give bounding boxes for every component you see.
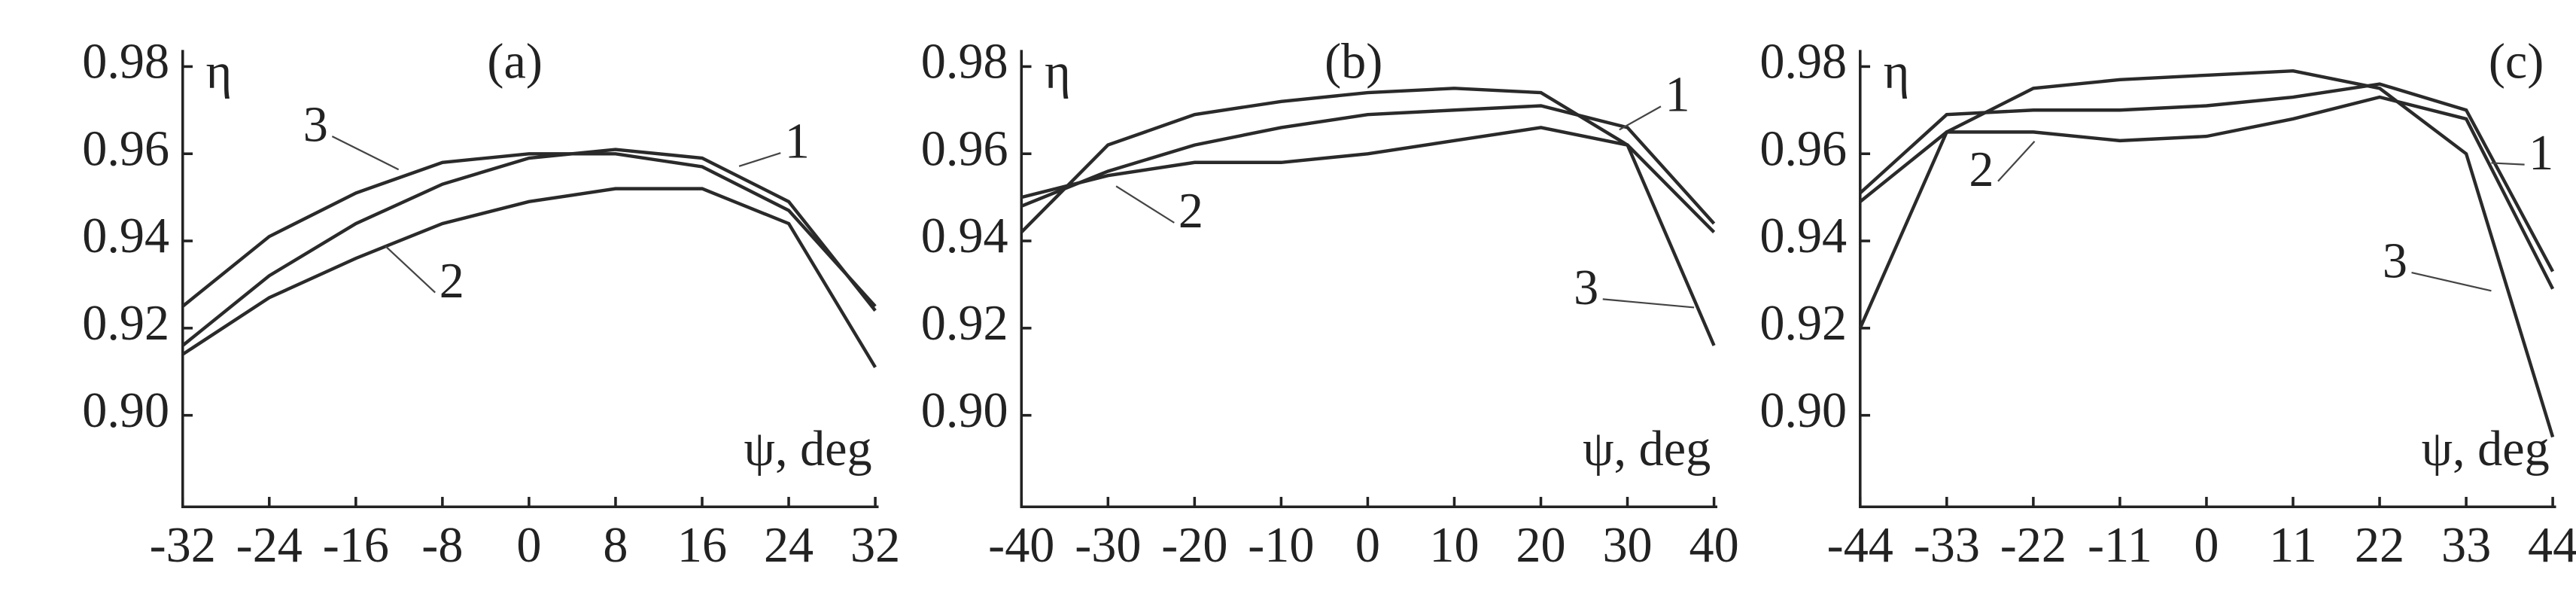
leader-line: [1619, 105, 1662, 131]
x-tick-label: 33: [2441, 518, 2491, 573]
x-tick-label: 11: [2269, 518, 2317, 573]
x-tick-label: 22: [2355, 518, 2404, 573]
y-tick-label: 0.92: [82, 296, 169, 351]
curve: [1859, 82, 2555, 273]
leader-line: [2491, 162, 2525, 166]
x-tick-label: 0: [2194, 518, 2219, 573]
y-tick-label: 0.96: [1759, 121, 1847, 176]
x-axis-label: ψ, deg: [744, 422, 872, 477]
x-tick-label: -20: [1161, 518, 1227, 573]
series-label: 1: [785, 114, 810, 169]
y-axis-label: η: [1045, 44, 1071, 99]
series-label: 1: [1665, 68, 1689, 123]
x-tick-label: 16: [677, 518, 727, 573]
series-label: 3: [1574, 260, 1598, 315]
y-tick-label: 0.90: [1759, 383, 1847, 438]
y-tick-label: 0.94: [1759, 209, 1847, 263]
panel-label: (a): [487, 35, 542, 90]
x-tick-label: 8: [603, 518, 628, 573]
curve: [181, 148, 877, 347]
y-tick-label: 0.96: [82, 121, 169, 176]
leader-line: [331, 136, 400, 171]
x-tick-label: -8: [421, 518, 463, 573]
y-tick-label: 0.98: [921, 35, 1008, 90]
y-axis-label: η: [1884, 44, 1910, 99]
y-tick-label: 0.98: [82, 35, 169, 90]
curve: [1859, 95, 2555, 290]
curve: [1020, 104, 1716, 225]
y-tick-label: 0.92: [1759, 296, 1847, 351]
y-tick-label: 0.94: [82, 209, 169, 263]
x-tick-label: 0: [1355, 518, 1380, 573]
curve: [1020, 126, 1716, 234]
x-tick-label: -11: [2088, 518, 2152, 573]
curve: [181, 187, 877, 369]
x-tick-label: -16: [323, 518, 389, 573]
series-label: 2: [1969, 142, 1994, 197]
x-tick-label: -30: [1075, 518, 1141, 573]
x-tick-label: 44: [2528, 518, 2576, 573]
series-label: 1: [2529, 126, 2553, 181]
y-tick-label: 0.98: [1759, 35, 1847, 90]
leader-line: [1602, 298, 1695, 309]
curve: [181, 152, 877, 308]
leader-line: [738, 152, 781, 167]
y-tick-label: 0.92: [921, 296, 1008, 351]
y-tick-label: 0.90: [921, 383, 1008, 438]
x-tick-label: -40: [988, 518, 1054, 573]
x-tick-label: 10: [1429, 518, 1479, 573]
x-tick-label: 20: [1516, 518, 1565, 573]
y-tick-label: 0.90: [82, 383, 169, 438]
series-label: 2: [1179, 184, 1203, 239]
x-tick-label: -44: [1827, 518, 1893, 573]
panel-label: (b): [1324, 35, 1382, 90]
leader-line: [1115, 185, 1175, 224]
x-tick-label: -24: [236, 518, 303, 573]
x-tick-label: 32: [850, 518, 900, 573]
curve: [1020, 87, 1716, 346]
series-label: 2: [439, 254, 464, 309]
x-axis-label: ψ, deg: [2422, 422, 2550, 477]
leader-line: [385, 245, 436, 294]
x-tick-label: -32: [150, 518, 216, 573]
x-tick-label: 0: [516, 518, 541, 573]
y-tick-label: 0.96: [921, 121, 1008, 176]
x-tick-label: 40: [1689, 518, 1738, 573]
x-axis-label: ψ, deg: [1583, 422, 1711, 477]
x-tick-label: 30: [1602, 518, 1652, 573]
x-tick-label: -10: [1248, 518, 1314, 573]
x-tick-label: -33: [1914, 518, 1980, 573]
curve: [1858, 69, 2555, 438]
panel-label: (c): [2489, 35, 2544, 90]
series-label: 3: [303, 97, 328, 152]
leader-line: [1997, 140, 2036, 182]
series-label: 3: [2383, 233, 2407, 288]
y-tick-label: 0.94: [921, 209, 1008, 263]
x-tick-label: -22: [2000, 518, 2067, 573]
y-axis-label: η: [206, 44, 233, 99]
leader-line: [2411, 272, 2492, 292]
x-tick-label: 24: [764, 518, 814, 573]
